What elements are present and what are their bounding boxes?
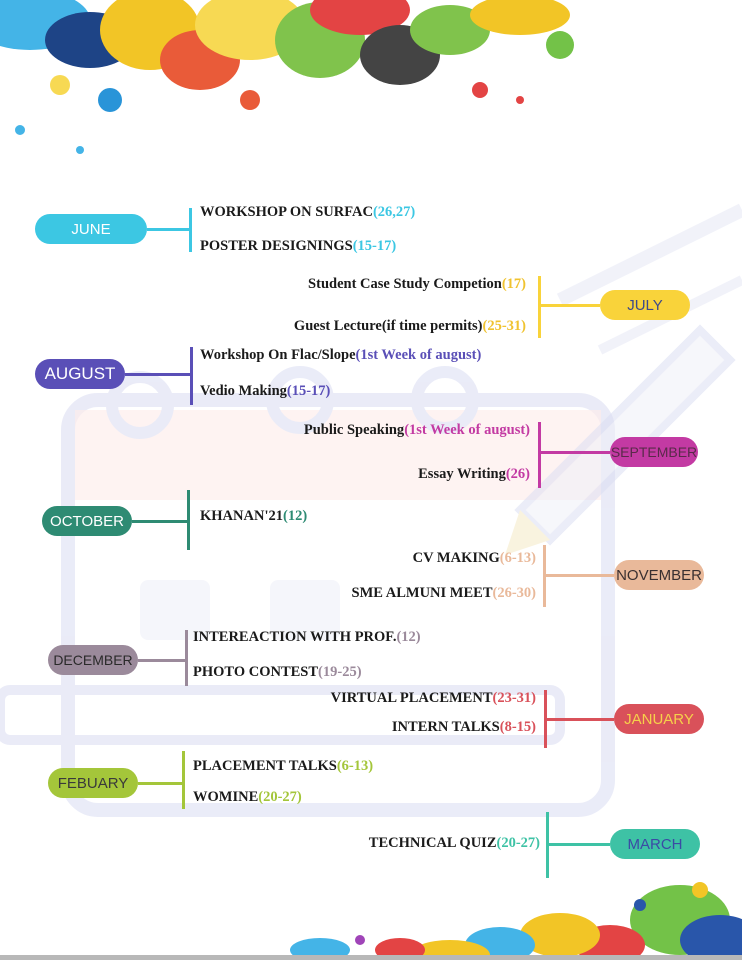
month-label-febuary: FEBUARY (48, 768, 138, 798)
pencil-watermark-icon (505, 203, 742, 555)
paint-splatter-top (0, 0, 574, 154)
event-item: Student Case Study Competion(17) (308, 276, 526, 292)
month-label-july: JULY (600, 290, 690, 320)
event-item: POSTER DESIGNINGS(15-17) (200, 238, 397, 254)
month-label-january: JANUARY (614, 704, 704, 734)
month-label-august: AUGUST (35, 359, 125, 389)
event-item: INTERN TALKS(8-15) (391, 719, 536, 735)
event-item: Public Speaking(1st Week of august) (303, 422, 530, 438)
event-item: KHANAN'21(12) (200, 508, 308, 524)
event-item: Guest Lecture(if time permits)(25-31) (293, 318, 526, 334)
event-item: Workshop On Flac/Slope(1st Week of augus… (200, 347, 482, 363)
month-label-march: MARCH (610, 829, 700, 859)
event-item: CV MAKING(6-13) (412, 550, 536, 566)
event-item: Essay Writing(26) (418, 466, 530, 482)
event-item: WOMINE(20-27) (193, 789, 302, 805)
event-item: TECHNICAL QUIZ(20-27) (368, 835, 540, 851)
event-item: INTEREACTION WITH PROF.(12) (193, 629, 421, 645)
month-label-october: OCTOBER (42, 506, 132, 536)
calendar-watermark-icon (0, 366, 615, 817)
event-item: Vedio Making(15-17) (200, 383, 331, 399)
month-label-september: SEPTEMBER (610, 437, 698, 467)
event-item: SME ALMUNI MEET(26-30) (351, 585, 537, 601)
event-item: WORKSHOP ON SURFAC(26,27) (200, 204, 416, 220)
paint-splatter-bottom (290, 882, 742, 960)
month-label-november: NOVEMBER (614, 560, 704, 590)
event-item: VIRTUAL PLACEMENT(23-31) (330, 690, 536, 706)
event-item: PLACEMENT TALKS(6-13) (193, 758, 374, 774)
event-item: PHOTO CONTEST(19-25) (193, 664, 362, 680)
month-label-june: JUNE (35, 214, 147, 244)
month-label-december: DECEMBER (48, 645, 138, 675)
